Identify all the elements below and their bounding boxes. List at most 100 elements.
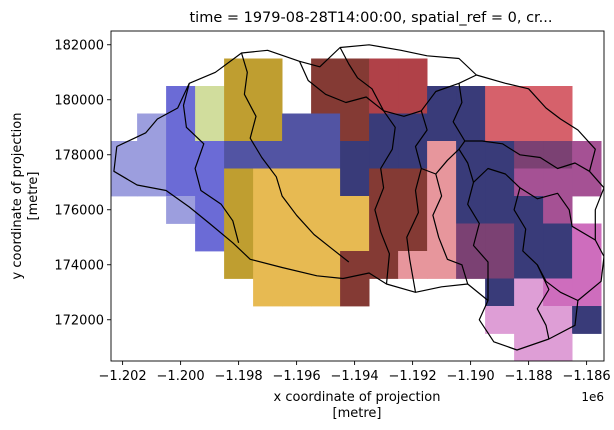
x-axis-label-line-2: [metre] [333, 406, 382, 421]
heatmap-cell [572, 251, 602, 279]
heatmap-cell [166, 113, 196, 142]
heatmap-cell [195, 86, 225, 114]
y-tick-label: 182000 [54, 38, 104, 53]
heatmap-cell [311, 196, 341, 224]
heatmap-cell [166, 141, 196, 169]
heatmap-cell [224, 58, 254, 87]
heatmap-cell [427, 251, 457, 279]
heatmap-cell [572, 223, 602, 252]
heatmap-cell [224, 168, 254, 197]
heatmap-cell [282, 113, 312, 142]
boundary-line [406, 110, 428, 293]
heatmap-cell [224, 196, 254, 224]
y-axis-label-line-2: [metre] [26, 172, 41, 221]
heatmap-cell [195, 223, 225, 252]
heatmap-cell [340, 251, 370, 279]
boundary-line [473, 167, 579, 302]
heatmap-cell [485, 306, 515, 334]
boundary-line [464, 140, 590, 172]
heatmap-cell [485, 86, 515, 114]
heatmap-cell [514, 306, 544, 334]
heatmap-cell [427, 223, 457, 252]
heatmap-cell [224, 223, 254, 252]
heatmap-cell [137, 168, 167, 197]
heatmap-cell [340, 278, 370, 307]
boundary-line [536, 264, 550, 340]
heatmap-cell [456, 113, 486, 142]
y-axis: 172000 174000 176000 178000 180000 182000 [54, 38, 111, 328]
heatmap-cell [485, 113, 515, 142]
boundary-line [432, 173, 469, 285]
x-tick-label: −1.196 [273, 369, 321, 384]
x-axis-offset-label: 1e6 [581, 390, 604, 404]
heatmap-cell [253, 113, 283, 142]
heatmap-cell [398, 168, 428, 197]
heatmap-cell [253, 58, 283, 87]
heatmap-cell [514, 333, 544, 361]
heatmap-cell [340, 141, 370, 169]
boundary-line [467, 182, 489, 301]
heatmap-cell [543, 251, 573, 279]
x-tick-label: −1.190 [447, 369, 495, 384]
heatmap-cell [543, 113, 573, 142]
heatmap-cell [282, 196, 312, 224]
boundary-line [298, 61, 384, 112]
heatmap-cell [543, 333, 573, 361]
x-tick-label: −1.198 [215, 369, 263, 384]
heatmap-cell [514, 196, 544, 224]
heatmap-cell [427, 141, 457, 169]
heatmap-cell [398, 141, 428, 169]
heatmap-cell [456, 141, 486, 169]
heatmap-cell [311, 251, 341, 279]
heatmap-cell [253, 141, 283, 169]
heatmap-cell [369, 223, 399, 252]
heatmap-cell [456, 251, 486, 279]
x-axis: −1.202 −1.200 −1.198 −1.196 −1.194 −1.192 −1.1… [99, 361, 611, 384]
heatmap-cell [514, 223, 544, 252]
heatmap-cell [398, 223, 428, 252]
heatmap-cell [166, 168, 196, 197]
heatmap-cell [427, 196, 457, 224]
heatmap-cell [485, 278, 515, 307]
heatmap-cell [369, 196, 399, 224]
heatmap-cell [514, 251, 544, 279]
heatmap-cell [485, 196, 515, 224]
chart-title: time = 1979-08-28T14:00:00, spatial_ref … [189, 10, 552, 26]
heatmap-cell [514, 141, 544, 169]
heatmap-cell [369, 86, 399, 114]
x-tick-label: −1.202 [99, 369, 147, 384]
heatmap-cell [398, 58, 428, 87]
heatmap-cell [253, 223, 283, 252]
heatmap-cell [572, 141, 602, 169]
heatmap-cell [282, 168, 312, 197]
heatmap-cell [195, 196, 225, 224]
heatmap-cell [485, 168, 515, 197]
heatmap-cell [311, 141, 341, 169]
y-axis-label-line-1: y coordinate of projection [10, 113, 25, 280]
heatmap-cells [111, 58, 602, 361]
y-tick-label: 172000 [54, 313, 104, 328]
heatmap-cell [282, 223, 312, 252]
heatmap-cell [485, 251, 515, 279]
heatmap-cell [137, 141, 167, 169]
heatmap-cell [398, 86, 428, 114]
heatmap-cell [224, 141, 254, 169]
heatmap-cell [166, 86, 196, 114]
x-tick-label: −1.188 [505, 369, 553, 384]
heatmap-cell [485, 141, 515, 169]
boundary-lines [113, 44, 604, 351]
y-tick-label: 178000 [54, 148, 104, 163]
heatmap-cell [398, 196, 428, 224]
x-tick-label: −1.194 [331, 369, 379, 384]
y-tick-label: 174000 [54, 258, 104, 273]
boundary-line [182, 83, 240, 243]
heatmap-cell [514, 278, 544, 307]
boundary-line [519, 187, 596, 241]
heatmap-cell [311, 168, 341, 197]
heatmap-cell [514, 113, 544, 142]
heatmap-cell [253, 278, 283, 307]
heatmap-cell [282, 278, 312, 307]
x-tick-label: −1.192 [389, 369, 437, 384]
boundary-line [339, 47, 396, 285]
